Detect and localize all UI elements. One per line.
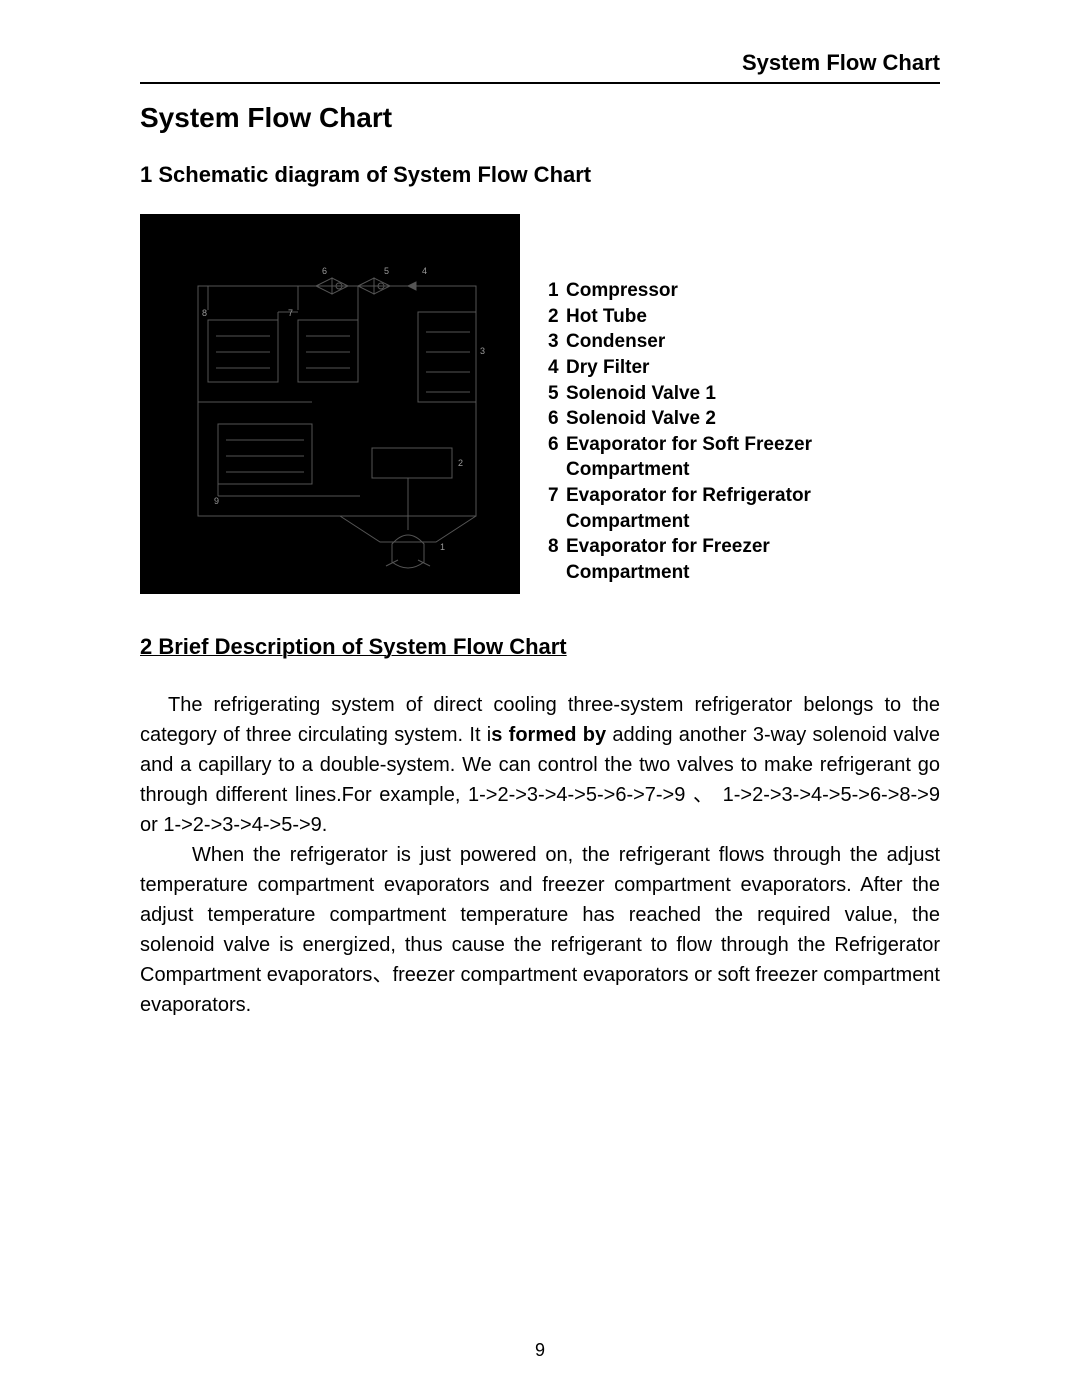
legend-item: 2Hot Tube [548,304,812,330]
legend-item: 6Evaporator for Soft Freezer [548,432,812,458]
schematic-label-7: 7 [288,308,293,318]
section2-heading: 2 Brief Description of System Flow Chart [140,634,940,660]
schematic-label-5: 5 [384,266,389,276]
legend-item: 1Compressor [548,278,812,304]
paragraph-1: The refrigerating system of direct cooli… [140,690,940,840]
legend-item-cont: Compartment [548,509,812,535]
schematic-label-3: 3 [480,346,485,356]
page-number: 9 [0,1340,1080,1361]
legend-item: 4Dry Filter [548,355,812,381]
schematic-diagram: 1 2 3 4 5 6 7 8 9 [140,214,520,594]
section1-heading: 1 Schematic diagram of System Flow Chart [140,162,940,188]
schematic-label-1: 1 [440,542,445,552]
page-title: System Flow Chart [140,102,940,134]
legend-item-cont: Compartment [548,560,812,586]
schematic-label-9: 9 [214,496,219,506]
legend-item: 7Evaporator for Refrigerator [548,483,812,509]
legend-item-cont: Compartment [548,457,812,483]
paragraph-2: When the refrigerator is just powered on… [140,840,940,1020]
body-text: The refrigerating system of direct cooli… [140,690,940,1020]
legend-item: 5Solenoid Valve 1 [548,381,812,407]
schematic-label-4: 4 [422,266,427,276]
legend-item: 8Evaporator for Freezer [548,534,812,560]
legend-item: 6Solenoid Valve 2 [548,406,812,432]
legend: 1Compressor 2Hot Tube 3Condenser 4Dry Fi… [548,214,812,586]
schematic-label-2: 2 [458,458,463,468]
figure-row: 1 2 3 4 5 6 7 8 9 1Compressor 2Hot Tube … [140,214,940,594]
schematic-label-8: 8 [202,308,207,318]
schematic-label-6: 6 [322,266,327,276]
legend-item: 3Condenser [548,329,812,355]
header-right: System Flow Chart [140,50,940,84]
